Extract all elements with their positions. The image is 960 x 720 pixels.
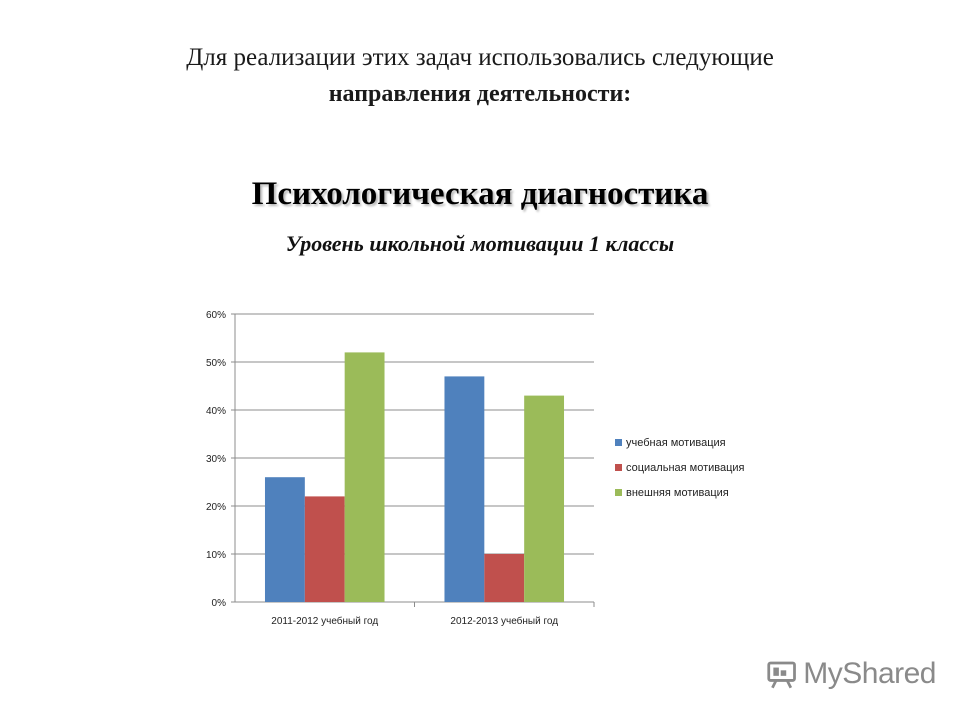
legend-label: социальная мотивация [626, 462, 745, 474]
y-tick-label: 60% [206, 310, 226, 321]
legend-label: учебная мотивация [626, 437, 726, 449]
legend-swatch [615, 439, 622, 446]
bar [444, 376, 485, 602]
header-line-1: Для реализации этих задач использовались… [186, 44, 774, 71]
legend-label: внешняя мотивация [626, 487, 729, 499]
y-tick-label: 30% [206, 454, 226, 465]
chart-title: Уровень школьной мотивации 1 классы [285, 231, 675, 256]
section-title: Психологическая диагностика [251, 176, 709, 212]
y-tick-label: 50% [206, 358, 226, 369]
bar [484, 554, 525, 602]
y-tick-label: 0% [212, 598, 227, 609]
legend-swatch [615, 489, 622, 496]
bar [524, 395, 565, 602]
watermark-text: MyShared [803, 657, 936, 690]
y-tick-label: 40% [206, 406, 226, 417]
bar [264, 477, 305, 602]
legend-swatch [615, 464, 622, 471]
bar [304, 496, 345, 602]
x-tick-label: 2011-2012 учебный год [271, 615, 378, 627]
bar [344, 352, 385, 602]
y-tick-label: 20% [206, 502, 226, 513]
slide-header: Для реализации этих задач использовались… [0, 40, 960, 112]
y-tick-label: 10% [206, 550, 226, 561]
watermark: MyShared [766, 651, 936, 697]
projector-icon [767, 661, 796, 689]
header-line-2: направления деятельности: [328, 81, 632, 107]
x-tick-label: 2012-2013 учебный год [450, 615, 558, 627]
